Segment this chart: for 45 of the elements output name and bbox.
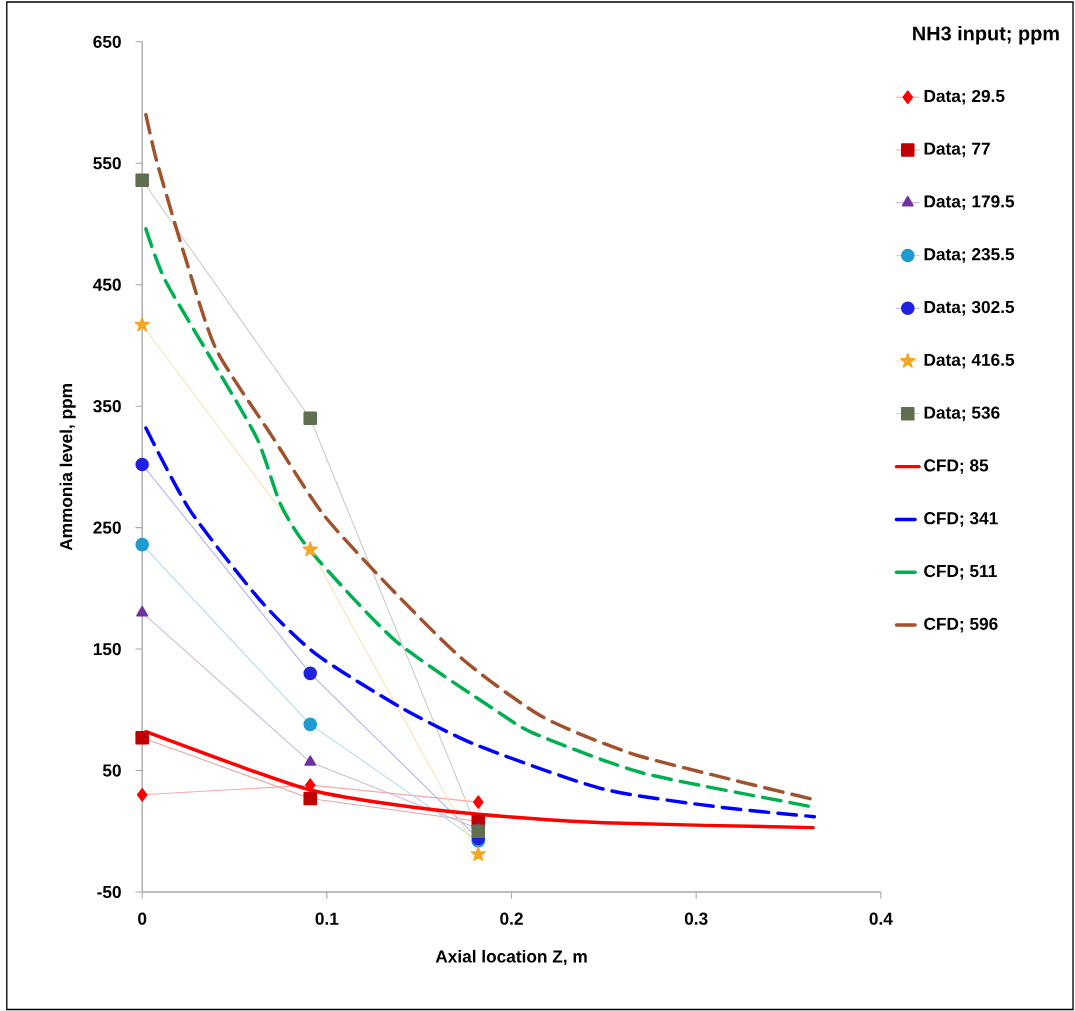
x-tick-label: 0.1 — [315, 912, 339, 925]
y-tick-label: 550 — [93, 156, 121, 170]
y-tick-label: 350 — [93, 399, 121, 413]
y-tick-label: 150 — [93, 642, 121, 655]
x-tick-label: 0.4 — [869, 912, 893, 925]
point — [304, 778, 316, 792]
line-series — [144, 426, 817, 819]
point — [136, 605, 149, 617]
legend-label: CFD; 85 — [924, 459, 989, 474]
legend-label: Data; 29.5 — [924, 89, 1005, 105]
legend-label: CFD; 596 — [924, 617, 998, 633]
y-tick-label: -50 — [97, 885, 121, 898]
point — [136, 787, 148, 802]
y-tick-label: 450 — [93, 278, 121, 291]
legend-label: Data; 77 — [924, 142, 990, 158]
point — [303, 717, 317, 731]
point — [135, 730, 149, 745]
point — [473, 795, 484, 809]
legend-label: CFD; 511 — [924, 564, 997, 580]
legend-label: Data; 416.5 — [924, 353, 1015, 369]
legend-label: Data; 235.5 — [924, 247, 1015, 263]
point — [134, 316, 150, 332]
x-axis-title: Axial location Z, m — [435, 949, 587, 965]
point — [302, 541, 318, 556]
legend-title: NH3 input; ppm — [913, 25, 1059, 45]
point — [470, 846, 486, 861]
y-tick-label: 250 — [93, 521, 121, 534]
legend-label: Data; 179.5 — [924, 195, 1015, 210]
x-tick-label: 0.3 — [684, 912, 708, 925]
x-tick-label: 0.2 — [500, 912, 523, 925]
point — [135, 173, 149, 187]
point — [135, 457, 149, 472]
y-axis-title: Ammonia level, ppm — [59, 383, 76, 551]
point — [303, 411, 317, 425]
legend-label: CFD; 341 — [924, 511, 998, 527]
legend-label: Data; 302.5 — [924, 300, 1015, 316]
point — [135, 537, 149, 552]
y-tick-label: 650 — [93, 35, 121, 48]
y-tick-label: 50 — [102, 764, 121, 777]
legend-label: Data; 536 — [924, 406, 1000, 422]
x-tick-label: 0 — [138, 912, 147, 925]
point — [304, 755, 317, 766]
point — [471, 824, 486, 838]
point — [303, 791, 317, 806]
point — [303, 666, 317, 680]
